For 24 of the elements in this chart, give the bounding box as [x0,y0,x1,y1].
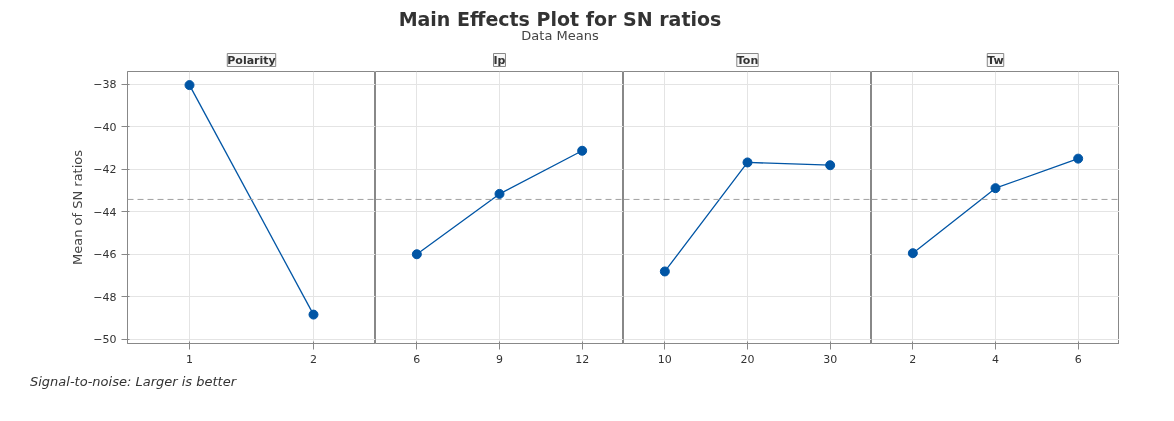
y-tick-label: −44 [93,205,117,219]
x-tick-label: 9 [496,352,503,366]
y-tick-label: −42 [93,162,117,176]
chart-title: Tw [987,53,1004,67]
x-tick-label: 12 [575,352,590,366]
x-tick-label: 2 [909,352,917,366]
y-axis-title: Mean of SN ratios [70,149,86,265]
x-tick-label: 30 [823,352,838,366]
x-tick-label: 20 [740,352,755,366]
x-tick-label: 10 [657,352,672,366]
y-tick-label: −38 [93,77,117,91]
y-tick-label: −46 [93,247,117,261]
x-tick-label: 1 [186,352,193,366]
text: Signal-to-noise: Larger is better [30,372,237,391]
y-tick-label: −40 [93,120,117,134]
y-tick-label: −50 [93,332,117,346]
x-tick-label: 6 [1074,352,1082,366]
y-tick-label: −48 [93,290,117,304]
chart-title: Polarity [227,53,276,67]
chart-title: Ip [493,53,506,67]
x-tick-label: 4 [992,352,999,366]
chart-title: Ton [736,53,759,67]
x-tick-label: 2 [310,352,317,366]
x-tick-label: 6 [413,352,421,366]
